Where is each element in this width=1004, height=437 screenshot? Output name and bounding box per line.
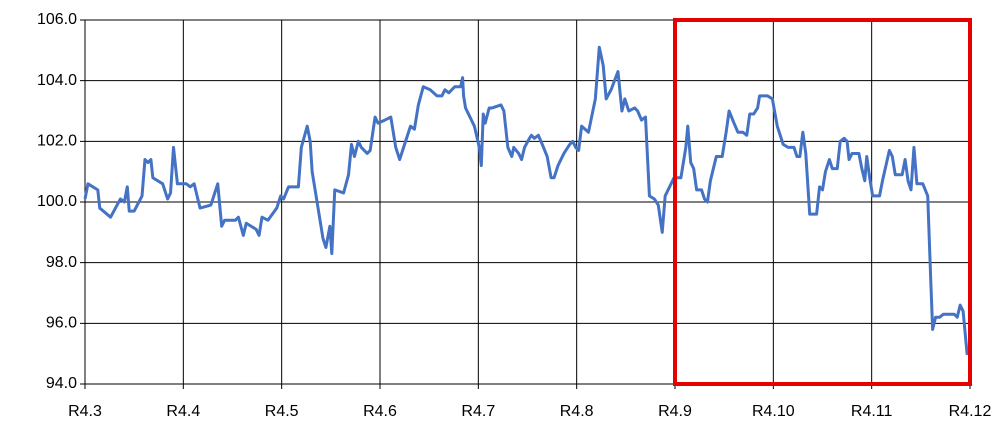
y-tick-label: 104.0 <box>37 72 77 89</box>
x-tick-label: R4.11 <box>851 403 893 420</box>
y-tick-label: 106.0 <box>37 11 77 28</box>
x-tick-label: R4.6 <box>363 403 397 420</box>
y-tick-label: 94.0 <box>46 375 77 392</box>
highlight-box <box>673 18 972 386</box>
y-tick-label: 100.0 <box>37 193 77 210</box>
x-tick-label: R4.9 <box>658 403 692 420</box>
x-tick-label: R4.5 <box>265 403 299 420</box>
y-tick-label: 96.0 <box>46 315 77 332</box>
x-tick-label: R4.12 <box>949 403 992 420</box>
x-tick-label: R4.10 <box>752 403 795 420</box>
x-tick-label: R4.3 <box>68 403 102 420</box>
data-line <box>83 45 970 356</box>
x-tick-label: R4.8 <box>560 403 594 420</box>
x-tick-label: R4.4 <box>166 403 200 420</box>
y-tick-label: 102.0 <box>37 133 77 150</box>
x-tick-label: R4.7 <box>461 403 495 420</box>
y-tick-label: 98.0 <box>46 254 77 271</box>
